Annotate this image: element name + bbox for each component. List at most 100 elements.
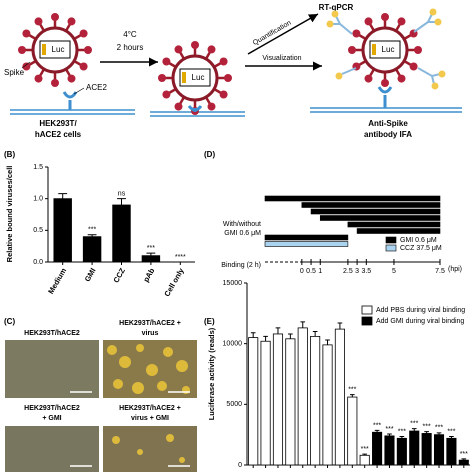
image-caption: virus [142,330,159,337]
x-tick-label: 3.5 [361,268,371,275]
treatment-bar [356,228,441,234]
annotation: *** [447,428,455,435]
annotation: *** [88,227,96,234]
bar [409,430,420,466]
x-tick-label: 3 [355,268,359,275]
x-tick-label: pAb [141,266,156,283]
error-bar [436,432,442,435]
pointer [21,61,31,69]
annotation: *** [373,422,381,429]
spike-label: Spike [4,68,25,77]
x-tick-label: 0.5 [306,268,316,275]
annotation: **** [175,254,186,261]
error-bar [263,335,268,342]
error-bar [312,331,318,337]
annotation: *** [398,428,406,435]
binding-label: Binding (2 h) [221,262,261,269]
panel-a: Luc Spike ACE2 HEK293T/ hACE2 cells 4°C … [4,3,462,139]
y-tick-label: 10000 [223,341,243,348]
bar [310,335,321,466]
scale-bar [70,391,190,467]
error-bar [58,193,68,199]
annotation: *** [385,426,393,433]
error-bar [362,453,368,456]
image-caption: HEK293T/hACE2 + [119,405,181,412]
antibodies [332,13,441,85]
x-tick-label: 2.5 [343,268,353,275]
y-axis-title: Relative bound viruses/cell [5,166,14,263]
error-bar [387,433,392,436]
legend-label: CCZ 37.5 μM [400,245,442,252]
bar [322,344,333,466]
bar [285,338,296,466]
annotation: *** [423,423,431,430]
error-bar [300,321,306,328]
bar [82,236,102,263]
annotation: *** [348,386,356,393]
y-axis-title: Luciferase activity (reads) [207,327,216,420]
bar [112,204,131,263]
annotation: *** [435,425,443,432]
annotation: *** [460,451,468,458]
luc-label: Luc [52,45,65,54]
fluorophores [326,8,446,90]
ace2-label: ACE2 [86,83,107,92]
luc-label: Luc [382,45,395,54]
x-tick-label: 7.5 [435,268,445,275]
y-tick-label: 5000 [226,401,242,408]
legend-label: Add PBS during viral binding [376,307,465,314]
error-bar [349,394,355,398]
bar [384,435,395,466]
bar [248,337,259,466]
treatment-bar [264,195,441,202]
error-bar [374,429,380,433]
x-unit: (hpi) [448,266,462,273]
y-tick-label: 0.0 [33,259,43,266]
legend-swatch [361,316,373,326]
legend-swatch [385,236,397,244]
panel-c: (C) HEK293T/hACE2 HEK293T/hACE2 + virus … [4,317,197,472]
error-bar [250,332,256,338]
bar [359,454,370,466]
ace2-receptor [62,91,78,110]
micrograph [103,426,197,472]
temperature-label: 4°C [123,30,137,39]
image-caption: HEK293T/hACE2 [24,405,80,412]
image-caption: + GMI [42,415,61,422]
bar [272,333,284,466]
annotation: ns [118,191,126,198]
virus-signal [107,344,190,463]
bar [458,459,469,466]
ace2-receptor [377,86,393,108]
quantification-label: Quantification [252,20,293,48]
bar [446,437,457,466]
error-bar [288,333,293,339]
error-bar [399,435,405,439]
x-tick-label: 5 [392,268,396,275]
treatment-bar [264,241,349,247]
bar [297,327,308,466]
micrograph [5,340,99,398]
panel-label: (D) [204,150,215,159]
bar [53,198,72,263]
bar [260,340,271,466]
annotation: *** [361,446,369,453]
treatment-bar [319,215,441,221]
treatment-bar [347,221,441,228]
error-bar [449,435,454,439]
y-tick-label: 15000 [223,280,243,287]
error-bar [461,458,467,461]
bar [141,255,161,263]
legend-swatch [385,244,397,252]
visualization-label: Visualization [262,55,301,62]
cells-label: HEK293T/ [39,119,77,128]
treatment-bar [301,202,441,208]
error-bar [411,428,417,432]
x-tick-label: 1 [318,268,322,275]
y-tick-label: 0 [238,462,242,469]
panel-label: (C) [4,317,15,326]
legend-label: Add GMI during viral binding [376,318,464,325]
y-tick-label: 1.0 [33,196,43,203]
bar [396,437,407,466]
